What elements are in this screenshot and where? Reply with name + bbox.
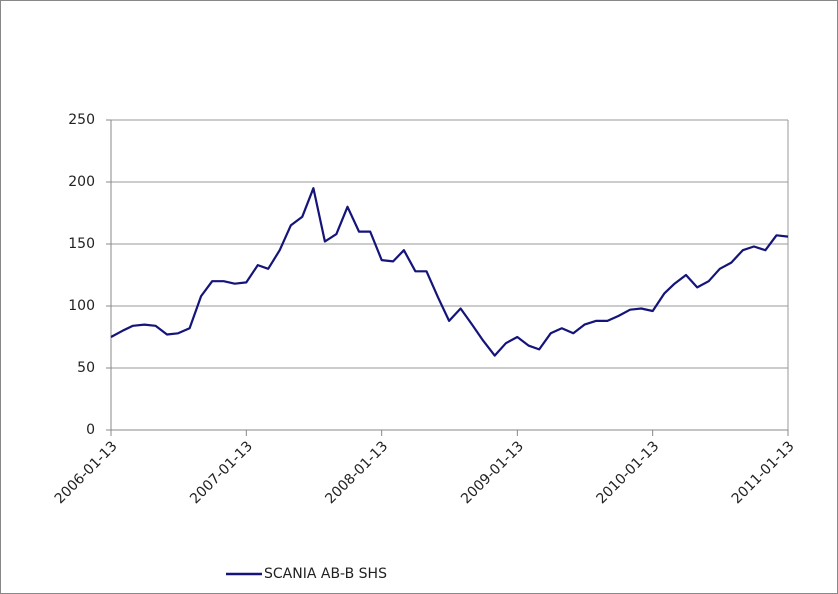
y-tick-label: 150 xyxy=(68,236,95,252)
y-tick-label: 50 xyxy=(77,360,95,376)
y-tick-label: 100 xyxy=(68,298,95,314)
y-tick-label: 200 xyxy=(68,174,95,190)
line-series xyxy=(110,187,789,357)
legend-label: SCANIA AB-B SHS xyxy=(264,566,387,582)
y-tick-label: 250 xyxy=(68,112,95,128)
y-tick-label: 0 xyxy=(86,422,95,438)
